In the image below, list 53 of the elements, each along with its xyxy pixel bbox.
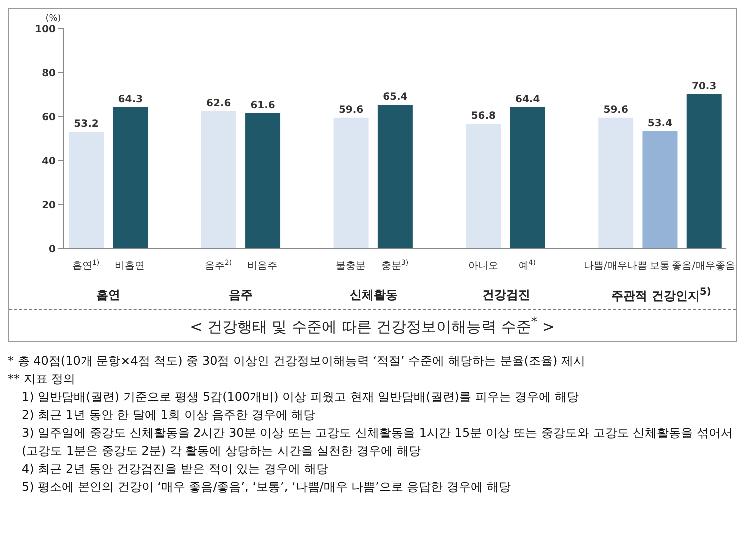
text: 흡연: [96, 288, 120, 302]
text: 2) 최근 1년 동안 한 달에 1회 이상 음주한 경우에 해당: [22, 408, 316, 422]
text: 건강검진: [482, 288, 531, 302]
data-label: 59.6: [604, 104, 628, 116]
x-tick-label: 음주$^{2)}$: [204, 259, 232, 272]
y-tick-label: 100: [35, 24, 56, 36]
y-tick-label: 0: [49, 244, 56, 256]
text: 3) 일주일에 중강도 신체활동을 2시간 30분 이상 또는 고강도 신체활동을 1시간 15분 이상 또는 중강도와 고강도 신체활동을 섞어서(고강도 1분은 중강도 2분) 각 활동에 상당하는 시간을 실천한 경우에 해당: [22, 426, 733, 458]
x-tick-label: 충분$^{3)}$: [381, 259, 409, 272]
bar: [598, 118, 634, 249]
x-tick-label: 불충분: [336, 261, 366, 272]
data-label: 64.4: [515, 94, 540, 106]
text: 음주: [229, 288, 254, 302]
x-tick-label: 비흡연: [115, 261, 146, 272]
text: * 총 40점(10개 문항×4점 척도) 중 30점 이상인 건강정보이해능력 ‘적절’ 수준에 해당하는 분율(조율) 제시: [8, 354, 586, 368]
data-label: 70.3: [692, 81, 717, 92]
text: 주관적 건강인지$^{5)}$: [612, 287, 712, 303]
data-label: 61.6: [250, 100, 276, 112]
bar: [642, 132, 678, 249]
bar: [466, 124, 502, 249]
x-tick-label: 흡연$^{1)}$: [72, 259, 100, 272]
x-tick-label: 예$^{4)}$: [518, 259, 536, 272]
data-label: 56.8: [471, 111, 496, 122]
bar: [510, 107, 546, 249]
bar: [246, 113, 281, 249]
bar: [201, 111, 236, 249]
bar: [334, 118, 369, 249]
bar: [686, 94, 722, 249]
text: ** 지표 정의: [8, 372, 76, 386]
data-label: 64.3: [118, 94, 144, 106]
y-tick-label: 40: [42, 156, 56, 168]
x-tick-label: 보통: [650, 261, 670, 272]
data-label: 53.2: [74, 118, 99, 130]
data-label: 59.6: [338, 104, 364, 116]
x-tick-label: 좋음/매우좋음: [672, 261, 736, 272]
x-tick-label: 아니오: [468, 261, 498, 272]
x-tick-label: 나쁨/매우나쁨: [584, 261, 648, 272]
bar: [113, 108, 148, 249]
text: 4) 최근 2년 동안 건강검진을 받은 적이 있는 경우에 해당: [22, 462, 328, 476]
data-label: 53.4: [648, 118, 673, 130]
y-tick-label: 80: [42, 68, 56, 80]
data-label: 65.4: [383, 92, 408, 104]
bar: [378, 105, 413, 249]
text: 5) 평소에 본인의 건강이 ‘매우 좋음/좋음’, ‘보통’, ‘나쁨/매우 나쁨’으로 응답한 경우에 해당: [22, 480, 511, 494]
y-tick-label: 20: [42, 200, 56, 212]
data-label: 62.6: [206, 98, 232, 110]
y-axis-title: (%): [46, 14, 62, 24]
bar: [69, 132, 104, 249]
y-tick-label: 60: [42, 112, 56, 124]
text: < 건강행태 및 수준에 따른 건강정보이해능력 수준$^{*}$ >: [190, 314, 555, 336]
x-tick-label: 비음주: [248, 261, 278, 272]
text: 1) 일반담배(궐련) 기준으로 평생 5갑(100개비) 이상 피웠고 현재 일반담배(궐련)를 피우는 경우에 해당: [22, 390, 579, 404]
text: 신체활동: [350, 288, 398, 302]
